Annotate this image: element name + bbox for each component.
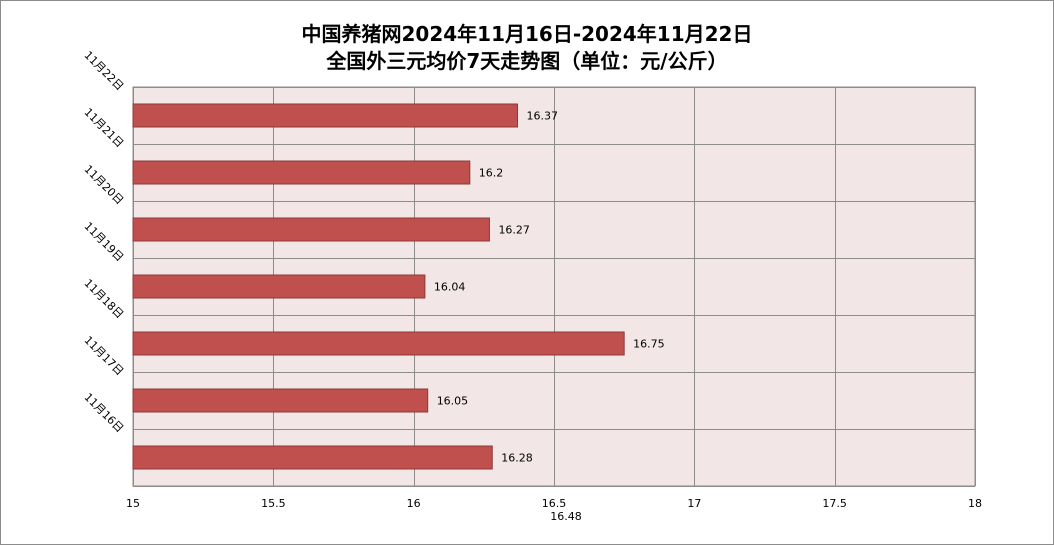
- chart-title-line2: 全国外三元均价7天走势图（单位：元/公斤）: [326, 49, 728, 73]
- y-axis-ticks: 11月16日 11月17日 11月18日 11月19日 11月20日 11月21日 11月2…: [82, 49, 127, 436]
- x-tick-label-4: 17: [687, 497, 701, 510]
- y-tick-label-0: 11月16日: [82, 391, 127, 436]
- x-tick-label-6: 18: [968, 497, 982, 510]
- data-label-2: 16.75: [633, 338, 665, 351]
- y-tick-label-3: 11月19日: [82, 220, 127, 265]
- data-label-0: 16.28: [501, 452, 532, 465]
- bar-3: [132, 274, 426, 299]
- bar-5: [132, 160, 471, 185]
- x-tick-label-1: 15.5: [261, 497, 286, 510]
- axis-annotation: 16.48: [550, 510, 582, 523]
- data-label-3: 16.04: [434, 281, 466, 294]
- data-label-5: 16.2: [479, 167, 504, 180]
- x-tick-label-0: 15: [126, 497, 140, 510]
- y-tick-label-1: 11月17日: [82, 334, 127, 379]
- x-axis-ticks: 15 15.5 16 16.5 17 17.5 18: [126, 497, 982, 510]
- data-label-6: 16.37: [527, 110, 559, 123]
- x-tick-label-3: 16.5: [542, 497, 567, 510]
- bar-0: [132, 445, 493, 470]
- data-labels: 16.28 16.05 16.75 16.04 16.27 16.2 16.37: [434, 110, 665, 465]
- data-label-1: 16.05: [437, 395, 469, 408]
- y-tick-label-6: 11月22日: [82, 49, 127, 94]
- bar-2: [132, 331, 625, 356]
- bars: [132, 103, 625, 470]
- y-tick-label-2: 11月18日: [82, 277, 127, 322]
- chart-title-line1: 中国养猪网2024年11月16日-2024年11月22日: [301, 22, 753, 46]
- bar-1: [132, 388, 429, 413]
- bar-4: [132, 217, 490, 242]
- x-tick-label-5: 17.5: [822, 497, 847, 510]
- data-label-4: 16.27: [498, 224, 530, 237]
- y-tick-label-5: 11月21日: [82, 106, 127, 151]
- y-tick-label-4: 11月20日: [82, 163, 127, 208]
- x-tick-label-2: 16: [407, 497, 421, 510]
- bar-6: [132, 103, 519, 128]
- grid-lines: [133, 87, 976, 487]
